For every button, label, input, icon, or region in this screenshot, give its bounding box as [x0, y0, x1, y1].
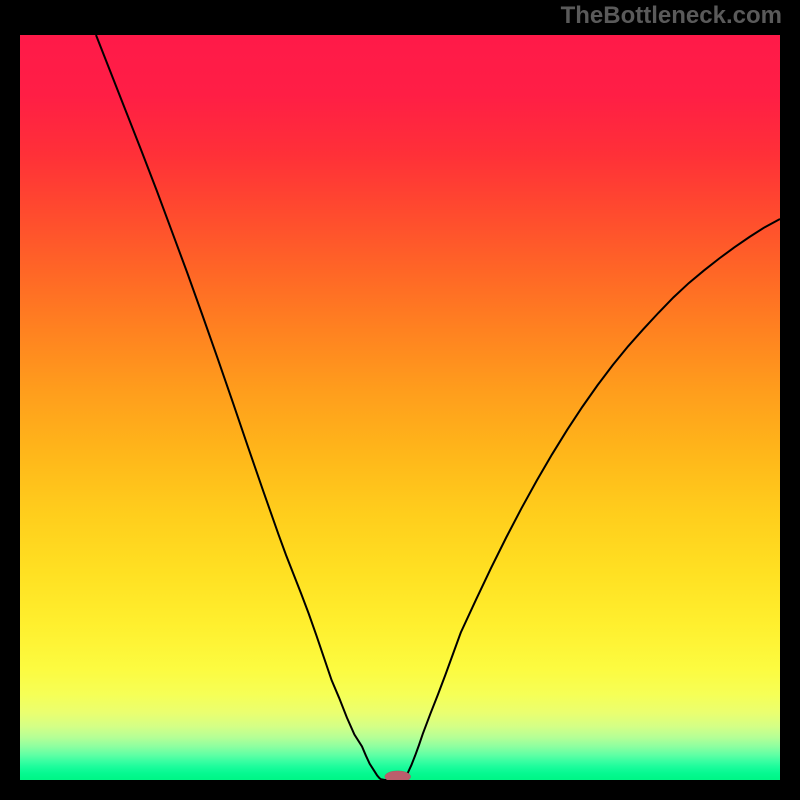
chart-svg: [20, 35, 780, 780]
plot-area: [20, 35, 780, 780]
chart-background: [20, 35, 780, 780]
chart-container: TheBottleneck.com: [0, 0, 800, 800]
watermark-text: TheBottleneck.com: [561, 2, 782, 30]
